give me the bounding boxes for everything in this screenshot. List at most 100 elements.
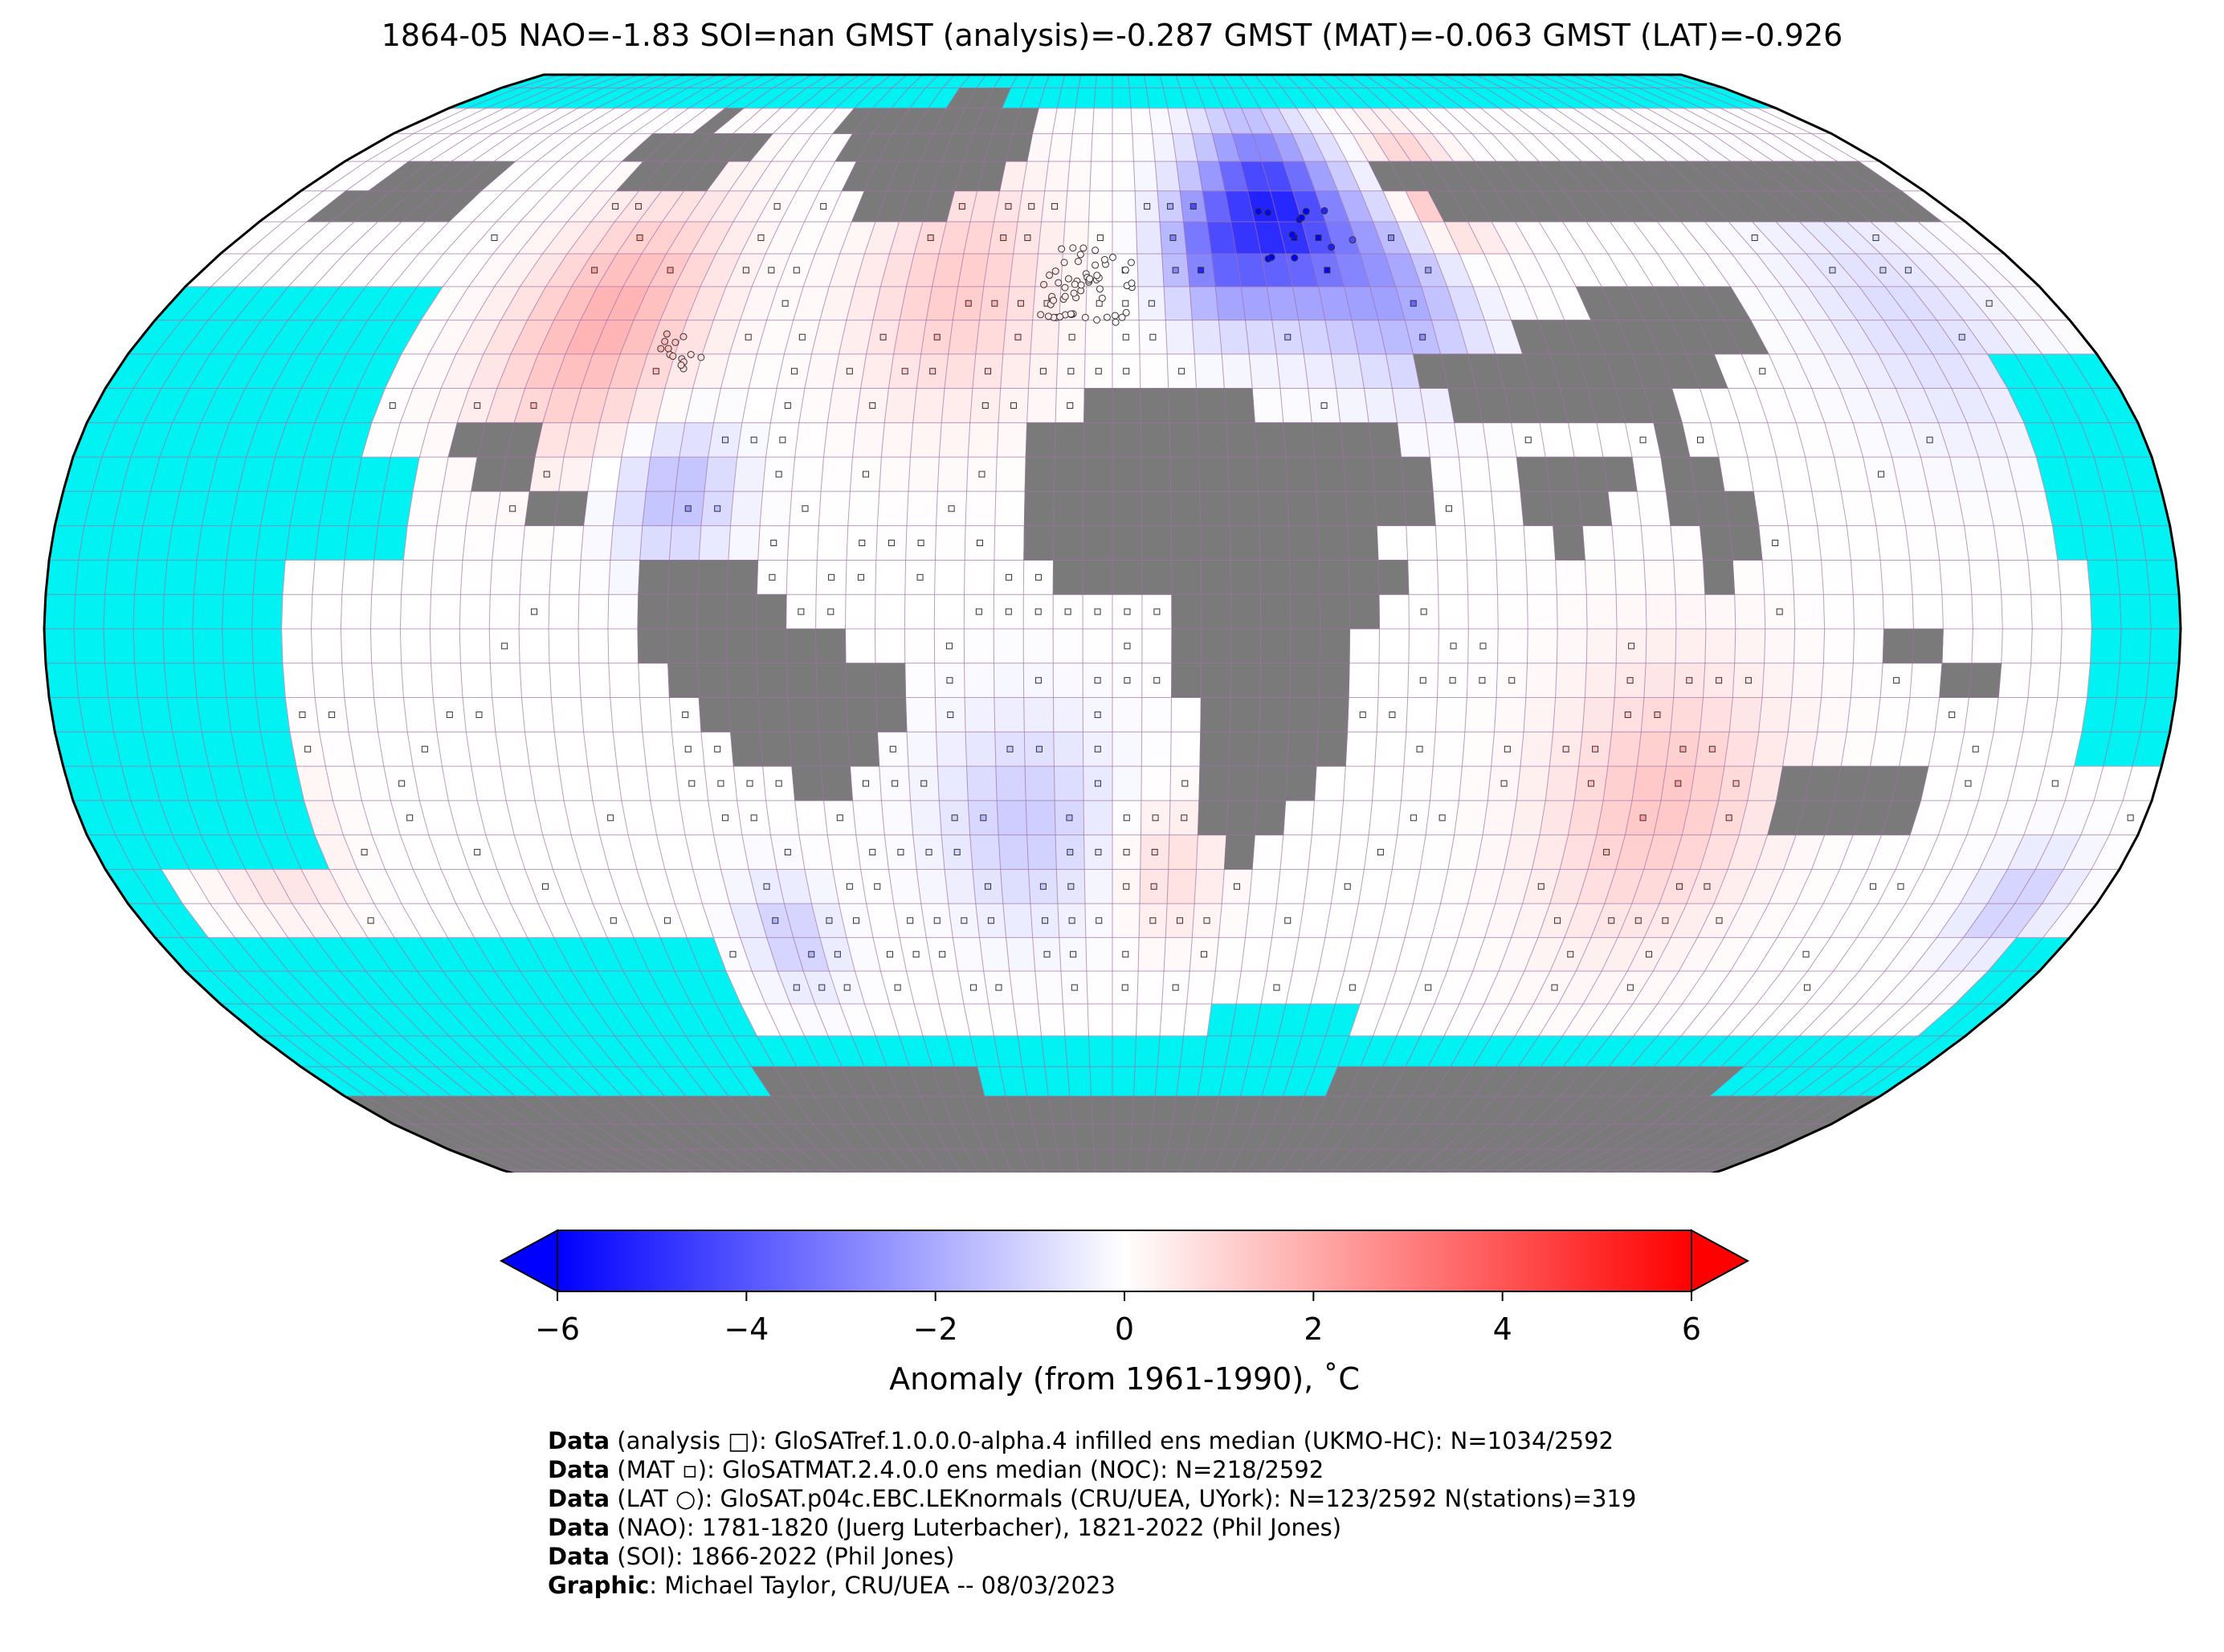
mat-marker bbox=[299, 711, 306, 718]
mat-marker bbox=[1064, 608, 1071, 615]
mat-marker bbox=[1178, 368, 1185, 375]
mat-marker bbox=[1388, 235, 1395, 242]
mat-marker bbox=[1034, 608, 1042, 615]
data-credits: Data (analysis □): GloSATref.1.0.0.0-alp… bbox=[548, 1426, 1636, 1600]
lat-station-marker bbox=[1096, 285, 1104, 293]
mat-marker bbox=[398, 780, 406, 787]
credit-line-heading: Data bbox=[548, 1456, 610, 1483]
mat-marker bbox=[1410, 300, 1417, 307]
mat-marker bbox=[1537, 883, 1545, 890]
mat-marker bbox=[491, 235, 498, 242]
mat-marker bbox=[1772, 540, 1779, 547]
mat-marker bbox=[757, 235, 765, 242]
mat-marker bbox=[1662, 917, 1669, 924]
mat-marker bbox=[1042, 917, 1049, 924]
mat-marker bbox=[894, 984, 901, 991]
map-title: 1864-05 NAO=-1.83 SOI=nan GMST (analysis… bbox=[381, 18, 1843, 53]
mat-marker bbox=[1654, 711, 1661, 718]
mat-marker bbox=[1124, 608, 1131, 615]
mat-marker bbox=[820, 202, 827, 210]
mat-marker bbox=[474, 849, 481, 856]
mat-marker bbox=[1608, 917, 1615, 924]
mat-marker bbox=[1479, 642, 1487, 650]
mat-marker bbox=[1686, 677, 1693, 684]
mat-marker bbox=[1508, 677, 1516, 684]
mat-marker bbox=[925, 849, 932, 856]
mat-marker bbox=[1014, 333, 1022, 341]
mat-marker bbox=[1181, 814, 1188, 822]
mat-marker bbox=[721, 436, 728, 443]
credit-line-text: (MAT ▫): GloSATMAT.2.4.0.0 ens median (N… bbox=[610, 1456, 1324, 1483]
mat-marker bbox=[1198, 267, 1205, 274]
mat-marker bbox=[1121, 984, 1128, 991]
mat-marker bbox=[763, 883, 770, 890]
mat-marker bbox=[1554, 917, 1561, 924]
mat-marker bbox=[1802, 951, 1810, 958]
mat-marker bbox=[304, 745, 312, 753]
mat-marker bbox=[846, 883, 853, 890]
mat-marker bbox=[1425, 984, 1432, 991]
mat-marker bbox=[901, 368, 908, 375]
mat-marker bbox=[607, 814, 614, 822]
mat-marker bbox=[768, 267, 775, 274]
lat-station-marker bbox=[1127, 259, 1135, 267]
mat-marker bbox=[980, 814, 987, 822]
mat-marker bbox=[889, 745, 896, 753]
mat-marker bbox=[1626, 677, 1634, 684]
mat-marker bbox=[1067, 402, 1074, 409]
mat-marker bbox=[688, 780, 696, 787]
mat-marker bbox=[1122, 333, 1129, 341]
mat-marker bbox=[1123, 883, 1130, 890]
mat-marker bbox=[1284, 333, 1292, 341]
mat-marker bbox=[1524, 436, 1532, 443]
mat-marker bbox=[770, 540, 777, 547]
mat-marker bbox=[772, 917, 779, 924]
mat-marker bbox=[1759, 368, 1766, 375]
mat-marker bbox=[929, 368, 937, 375]
mat-marker bbox=[714, 745, 721, 753]
lat-station-marker bbox=[1060, 259, 1068, 267]
colorbar-tick-label: 2 bbox=[1304, 1311, 1323, 1347]
mat-marker bbox=[1151, 849, 1158, 856]
mat-marker bbox=[1479, 677, 1486, 684]
mat-marker bbox=[1124, 642, 1131, 650]
mat-marker bbox=[1005, 202, 1012, 210]
mat-marker bbox=[1006, 745, 1014, 753]
mat-marker bbox=[745, 333, 752, 341]
mat-marker bbox=[750, 814, 757, 822]
mat-marker bbox=[2127, 814, 2134, 822]
mat-marker bbox=[1284, 917, 1292, 924]
mat-marker bbox=[1893, 677, 1900, 684]
credit-line-text: (NAO): 1781-1820 (Juerg Luterbacher), 18… bbox=[610, 1514, 1342, 1541]
mat-marker bbox=[1646, 951, 1653, 958]
mat-marker bbox=[1639, 436, 1647, 443]
mat-marker bbox=[808, 951, 815, 958]
mat-marker bbox=[892, 780, 899, 787]
mat-marker bbox=[798, 333, 806, 341]
mat-marker bbox=[1201, 951, 1208, 958]
mat-marker bbox=[1344, 883, 1351, 890]
mat-marker bbox=[1067, 368, 1075, 375]
credit-line-heading: Data bbox=[548, 1514, 610, 1541]
mat-marker bbox=[863, 780, 870, 787]
mat-marker bbox=[328, 711, 336, 718]
mat-marker bbox=[1094, 608, 1101, 615]
mat-marker bbox=[1006, 573, 1013, 581]
mat-marker bbox=[779, 436, 786, 443]
mat-marker bbox=[1804, 984, 1811, 991]
mat-marker bbox=[1190, 202, 1197, 210]
mat-marker bbox=[1067, 849, 1074, 856]
mat-marker bbox=[1419, 677, 1426, 684]
mat-marker bbox=[1420, 608, 1427, 615]
mat-marker bbox=[912, 951, 920, 958]
mat-marker bbox=[1096, 235, 1104, 242]
mat-marker bbox=[853, 917, 860, 924]
mat-marker bbox=[1965, 780, 1972, 787]
mat-marker bbox=[1148, 300, 1155, 307]
mat-marker bbox=[769, 573, 776, 581]
mat-marker bbox=[975, 608, 982, 615]
mat-marker bbox=[1450, 642, 1457, 650]
colorbar-gradient bbox=[557, 1230, 1692, 1292]
colorbar-label: Anomaly (from 1961-1990), ˚C bbox=[889, 1361, 1360, 1397]
mat-marker bbox=[1144, 202, 1151, 210]
